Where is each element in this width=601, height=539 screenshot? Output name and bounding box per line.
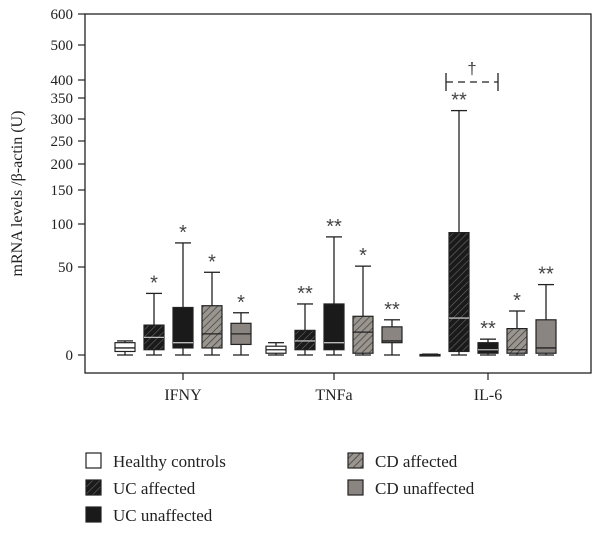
box-tnfa-cd-affected: *	[352, 245, 374, 356]
box-tnfa-uc-unaffected: **	[323, 216, 345, 356]
box-iqr	[477, 342, 499, 354]
box-ifny-cd-unaffected: *	[230, 292, 252, 356]
plot-area: 0 50 100 150 200 250 300 350 400 500 600 mRNA level…	[9, 7, 592, 404]
y-tick-label: 300	[51, 112, 74, 128]
significance-marker: *	[150, 272, 158, 294]
box-ifny-uc-affected: *	[143, 272, 165, 356]
legend-item-healthy-controls: Healthy controls	[85, 452, 226, 471]
box-il6-healthy-controls	[419, 353, 441, 357]
box-iqr	[535, 319, 557, 354]
legend-item-uc-affected: UC affected	[85, 479, 196, 498]
legend-swatch	[347, 452, 364, 469]
dagger-symbol: †	[467, 59, 476, 78]
legend-swatch	[85, 506, 102, 523]
y-tick-label: 50	[58, 260, 73, 276]
y-tick-label: 400	[51, 73, 74, 89]
box-iqr	[323, 303, 345, 351]
legend-label: CD unaffected	[375, 479, 475, 498]
box-iqr	[352, 315, 374, 354]
legend-label: Healthy controls	[113, 452, 226, 471]
legend: Healthy controls CD affected UC affected CD…	[85, 452, 475, 525]
legend-swatch	[85, 479, 102, 496]
box-iqr	[172, 306, 194, 349]
y-tick-label: 200	[51, 157, 74, 173]
box-ifny-cd-affected: *	[201, 251, 223, 356]
box-iqr	[448, 232, 470, 353]
box-iqr	[506, 328, 528, 354]
significance-marker: *	[359, 245, 367, 267]
significance-marker: **	[384, 299, 400, 321]
y-tick-label: 0	[66, 348, 74, 364]
legend-label: UC unaffected	[113, 506, 213, 525]
box-tnfa-healthy-controls	[265, 342, 287, 356]
y-tick-label: 350	[51, 91, 74, 107]
box-il6-uc-unaffected: **	[477, 318, 499, 356]
significance-marker: *	[513, 290, 521, 312]
box-iqr	[381, 326, 403, 344]
y-tick-label: 100	[51, 217, 74, 233]
y-tick-label: 250	[51, 134, 74, 150]
significance-marker: **	[451, 90, 467, 112]
x-tick-label: IFNY	[164, 387, 202, 404]
legend-swatch	[85, 452, 102, 469]
box-il6-cd-unaffected: **	[535, 264, 557, 356]
y-tick-label: 150	[51, 183, 74, 199]
box-tnfa-uc-affected: **	[294, 283, 316, 356]
box-il6-cd-affected: *	[506, 290, 528, 356]
box-ifny-uc-unaffected: *	[172, 222, 194, 356]
significance-marker: **	[480, 318, 496, 340]
plot-frame	[84, 13, 592, 374]
box-il6-uc-affected: **	[448, 90, 470, 356]
y-tick-label: 600	[51, 7, 74, 23]
box-ifny-healthy-controls	[114, 340, 136, 356]
significance-marker: **	[538, 264, 554, 286]
box-iqr	[294, 329, 316, 351]
box-tnfa-cd-unaffected: **	[381, 299, 403, 356]
legend-item-cd-affected: CD affected	[347, 452, 458, 471]
y-axis-title: mRNA levels /β-actin (U)	[9, 111, 26, 277]
significance-marker: *	[179, 222, 187, 244]
significance-marker: *	[237, 292, 245, 314]
legend-item-uc-unaffected: UC unaffected	[85, 506, 213, 525]
box-iqr	[201, 305, 223, 349]
legend-item-cd-unaffected: CD unaffected	[347, 479, 475, 498]
annotation-bracket: †	[445, 59, 499, 91]
significance-marker: **	[297, 283, 313, 305]
legend-swatch	[347, 479, 364, 496]
y-tick-label: 500	[51, 38, 74, 54]
box-iqr	[114, 342, 136, 353]
legend-label: CD affected	[375, 452, 458, 471]
significance-marker: **	[326, 216, 342, 238]
x-tick-label: IL-6	[474, 387, 502, 404]
legend-label: UC affected	[113, 479, 196, 498]
significance-marker: *	[208, 251, 216, 273]
x-tick-label: TNFa	[315, 387, 352, 404]
